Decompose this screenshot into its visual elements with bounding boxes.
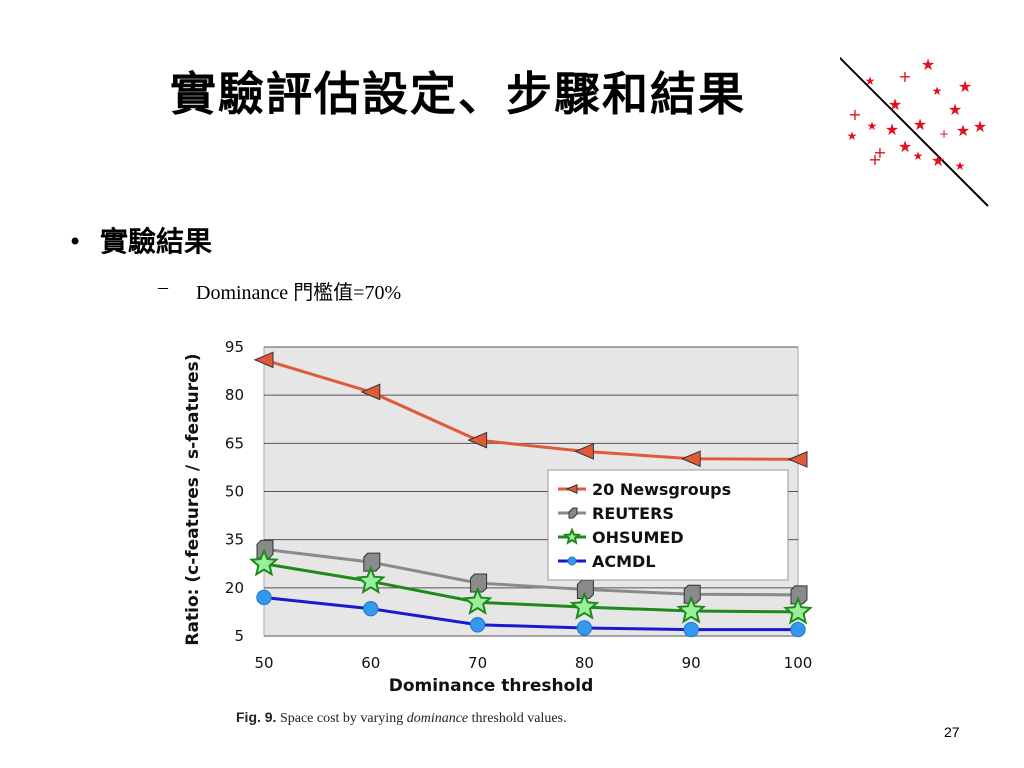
bullet-text: 實驗結果	[100, 225, 213, 258]
data-point	[462, 586, 493, 615]
decoration-star-icon: ★	[847, 129, 858, 143]
bullet-dot-icon: •	[68, 228, 83, 256]
data-point	[787, 450, 808, 468]
legend-label: 20 Newsgroups	[592, 480, 731, 499]
decoration-star-icon: ★	[867, 119, 878, 133]
decoration-star-icon: +	[898, 67, 911, 86]
legend-item: OHSUMED	[558, 527, 684, 547]
x-tick-label: 90	[682, 654, 701, 672]
decoration-star-icon: ★	[931, 151, 945, 170]
series-line	[263, 595, 798, 632]
data-point	[569, 591, 600, 620]
legend-marker	[568, 507, 578, 519]
page-number: 27	[944, 724, 960, 740]
decoration-star-icon: ★	[973, 117, 987, 136]
data-point	[363, 601, 379, 617]
data-point	[256, 589, 272, 606]
data-point	[683, 621, 699, 638]
data-point	[783, 596, 813, 625]
y-tick-label: 50	[225, 483, 244, 501]
decoration-star-icon: ★	[898, 137, 912, 156]
line-chart: 5 20 35 50 65 80 95 50 60 70 80 90 100 Dominance th…	[183, 338, 813, 696]
decoration-star-icon: +	[939, 127, 949, 141]
decoration-star-icon: ★	[913, 115, 927, 134]
decoration-star-icon: ★	[958, 77, 972, 96]
y-tick-label: 65	[225, 434, 244, 452]
sub-bullet-dash-icon: –	[158, 276, 168, 298]
decoration-star-icon: +	[848, 105, 861, 124]
chart-legend: 20 Newsgroups REUTERS OHSUMED ACMDL	[547, 469, 789, 581]
decoration-star-icon: ★	[956, 121, 970, 140]
legend-label: ACMDL	[592, 552, 656, 571]
series-line	[263, 547, 799, 597]
series-acmdl	[256, 589, 806, 638]
data-point	[680, 450, 701, 468]
series	[249, 351, 813, 638]
series-reuters	[256, 539, 808, 605]
y-tick-label: 5	[234, 627, 244, 645]
legend-box	[547, 469, 789, 581]
decoration-star-icon: ★	[885, 120, 899, 139]
slide-title: 實驗評估設定、步驟和結果	[170, 67, 746, 121]
decoration-star-icon: ★	[913, 149, 924, 163]
data-point	[790, 585, 808, 605]
x-axis-title: Dominance threshold	[389, 676, 594, 696]
data-point	[676, 595, 707, 624]
data-point	[355, 565, 386, 594]
decoration-star-icon: ★	[888, 95, 902, 114]
sub-bullet-text: Dominance 門檻值=70%	[196, 282, 402, 304]
decoration-star-icon: +	[873, 143, 886, 162]
data-point	[249, 548, 279, 577]
figure-caption-label: Fig. 9.	[236, 709, 277, 725]
data-point	[467, 431, 488, 449]
series-line	[263, 358, 799, 461]
data-point	[574, 442, 594, 460]
data-point	[363, 552, 381, 572]
legend-item: 20 Newsgroups	[558, 480, 731, 499]
legend-label: OHSUMED	[592, 528, 684, 547]
y-axis-ticks: 5 20 35 50 65 80 95	[225, 338, 244, 645]
legend-marker	[565, 483, 578, 495]
decoration-star-icon: ★	[865, 74, 876, 88]
figure-caption-text-before: Space cost by varying	[279, 711, 407, 726]
y-axis-title: Ratio: (c-features / s-features)	[183, 353, 203, 645]
legend-marker	[567, 556, 577, 566]
x-axis-ticks: 50 60 70 80 90 100	[254, 654, 812, 672]
x-tick-label: 70	[468, 654, 487, 672]
data-point	[576, 620, 593, 636]
y-tick-label: 20	[225, 579, 244, 597]
data-point	[683, 584, 701, 604]
y-tick-label: 80	[225, 386, 244, 404]
data-point	[470, 573, 488, 593]
y-tick-label: 95	[225, 338, 244, 356]
data-point	[253, 351, 274, 369]
series-20-newsgroups	[253, 351, 808, 468]
figure-caption-text-after: threshold values.	[468, 711, 567, 726]
figure-caption-italic: dominance	[406, 711, 469, 726]
data-point	[360, 383, 381, 401]
series-ohsumed	[249, 548, 813, 625]
star-decoration: ★ +★★ ★+★ ★ ★ + ★ ★★+ ★ ★ ★+ ★★ ★	[840, 55, 989, 207]
data-point	[790, 621, 806, 638]
x-tick-label: 60	[361, 654, 380, 672]
data-point	[469, 617, 486, 633]
decoration-star-icon: ★	[955, 159, 966, 173]
decoration-star-icon: ★	[948, 100, 962, 119]
x-tick-label: 100	[784, 654, 813, 672]
decoration-stars: ★ +★★ ★+★ ★ ★ + ★ ★★+ ★ ★ ★+ ★★ ★	[847, 55, 988, 173]
x-tick-label: 80	[575, 654, 594, 672]
decoration-diagonal-line	[840, 56, 989, 207]
y-tick-label: 35	[225, 531, 244, 549]
figure-caption: Fig. 9. Space cost by varying dominance …	[236, 709, 567, 727]
decoration-star-icon: +	[868, 150, 881, 169]
decoration-star-icon: ★	[932, 84, 943, 98]
series-line	[263, 562, 799, 614]
x-tick-label: 50	[254, 654, 273, 672]
legend-item: ACMDL	[558, 552, 656, 571]
legend-item: REUTERS	[558, 504, 674, 523]
legend-label: REUTERS	[592, 504, 674, 523]
legend-marker	[562, 527, 582, 545]
decoration-star-icon: ★	[921, 55, 935, 74]
